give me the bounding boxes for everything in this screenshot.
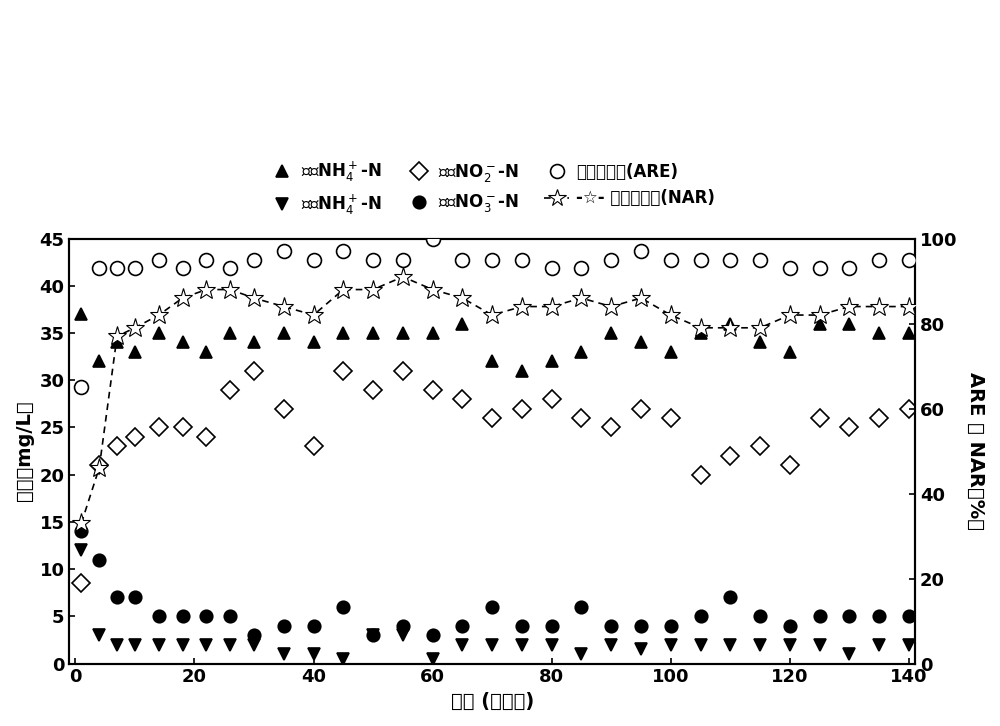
X-axis label: 时间 (周期数): 时间 (周期数) [451, 692, 534, 711]
Legend: 进水NH$_4^+$-N, 出水NH$_4^+$-N, 出水NO$_2^-$-N, 出水NO$_3^-$-N, 氨氮降解率(ARE), -☆- 亚硝积累率(NA: 进水NH$_4^+$-N, 出水NH$_4^+$-N, 出水NO$_2^-$-N… [263, 153, 722, 224]
Y-axis label: ARE 或 NAR（%）: ARE 或 NAR（%） [966, 372, 985, 530]
Y-axis label: 浓度（mg/L）: 浓度（mg/L） [15, 401, 34, 502]
